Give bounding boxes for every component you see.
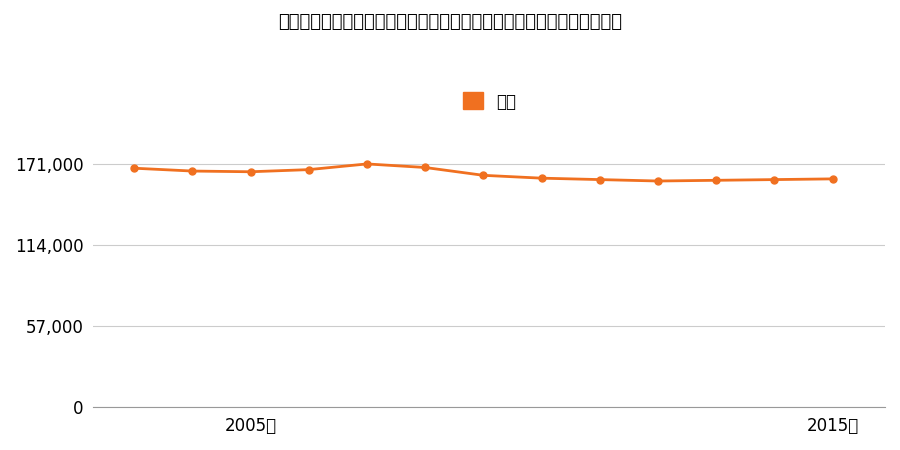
Legend: 価格: 価格 [455,86,523,117]
Text: 埼玉県さいたま市岩様区緑区大字大間木字水深１７８番１外の地価推移: 埼玉県さいたま市岩様区緑区大字大間木字水深１７８番１外の地価推移 [278,14,622,32]
